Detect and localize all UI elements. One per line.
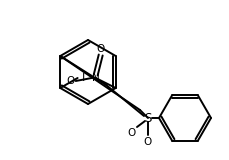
- Text: I: I: [82, 73, 85, 83]
- Text: O: O: [144, 137, 152, 147]
- Text: O: O: [97, 44, 105, 54]
- Text: O: O: [128, 128, 136, 138]
- Text: O: O: [67, 76, 75, 86]
- Text: N: N: [92, 73, 100, 83]
- Text: S: S: [144, 112, 152, 124]
